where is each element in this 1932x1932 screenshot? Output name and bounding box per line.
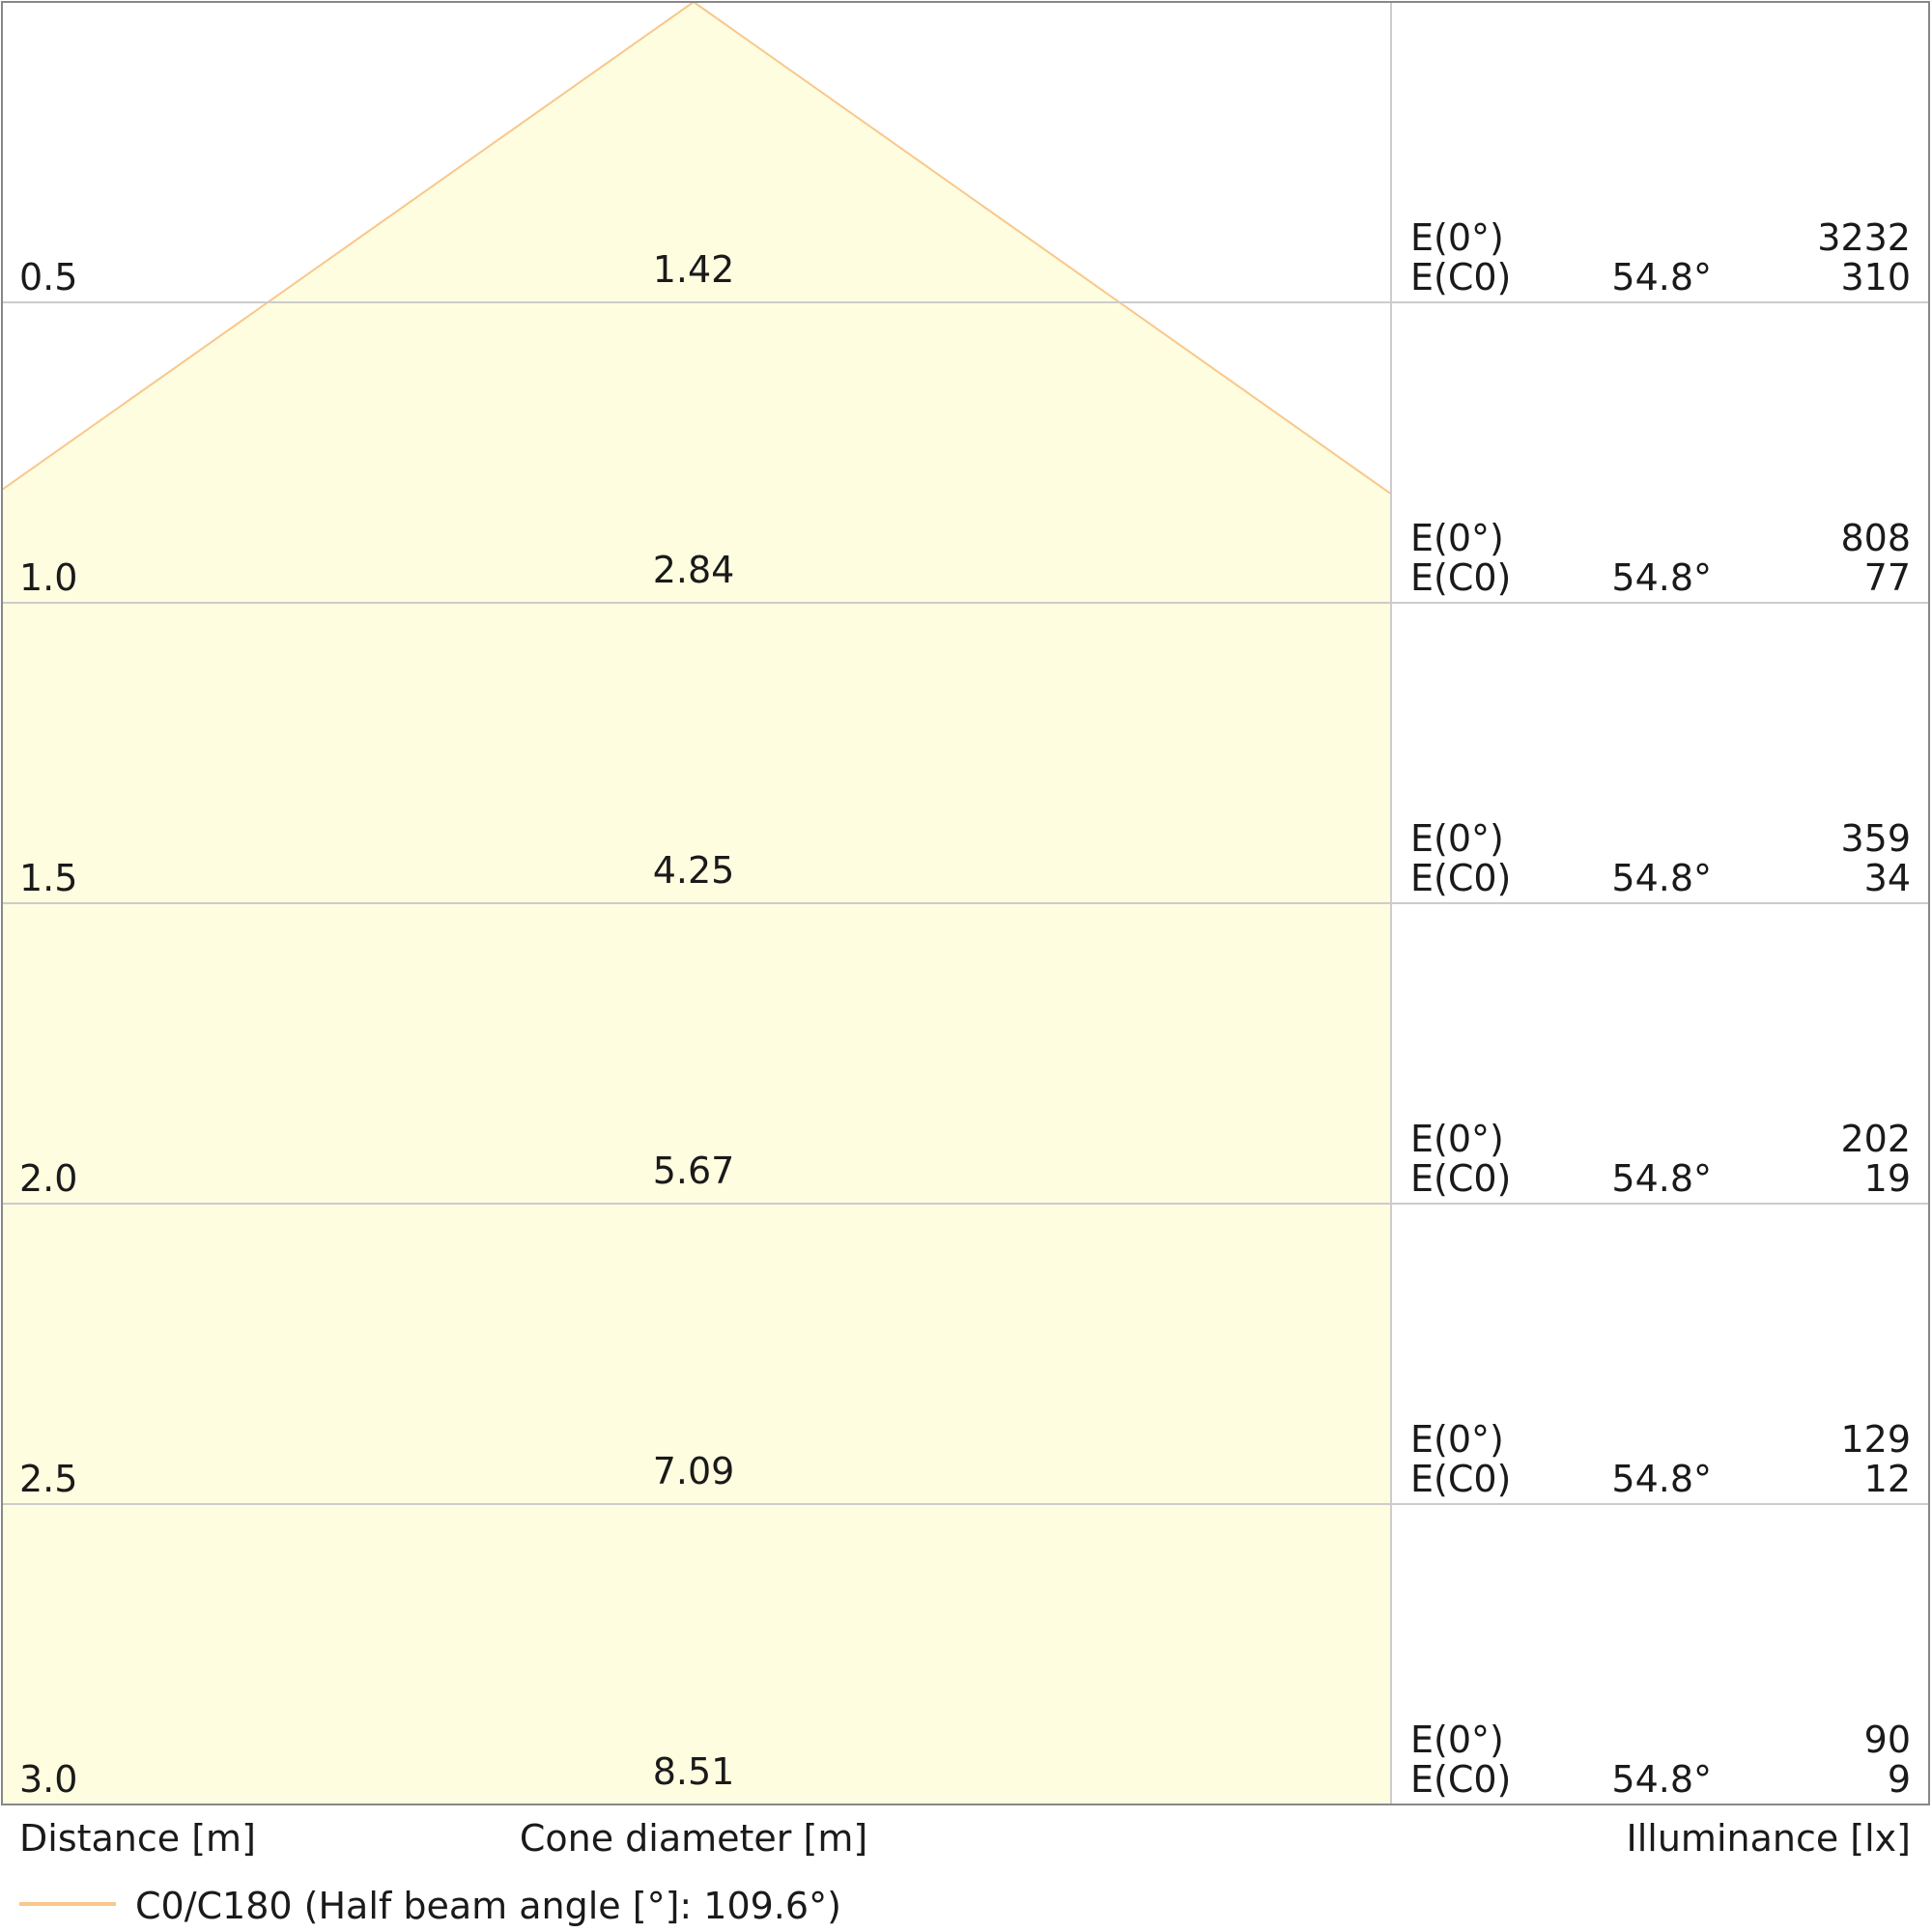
cone-diameter-label: 7.09 <box>653 1450 735 1492</box>
e0-label: E(0°) <box>1410 1418 1504 1461</box>
ec0-label: E(C0) <box>1410 256 1511 298</box>
cone-diameter-label: 2.84 <box>653 549 735 591</box>
ec0-value: 310 <box>1840 256 1911 298</box>
e0-value: 90 <box>1864 1719 1911 1761</box>
distance-label: 3.0 <box>19 1758 77 1801</box>
distance-label: 2.5 <box>19 1458 77 1500</box>
ec0-label: E(C0) <box>1410 1758 1511 1801</box>
e0-label: E(0°) <box>1410 1719 1504 1761</box>
ec0-value: 12 <box>1864 1458 1911 1500</box>
ec0-value: 77 <box>1864 556 1911 599</box>
distance-label: 2.0 <box>19 1157 77 1200</box>
cone-diameter-label: 8.51 <box>653 1750 735 1793</box>
distance-axis-label: Distance [m] <box>19 1817 256 1860</box>
e0-value: 3232 <box>1817 216 1911 259</box>
distance-label: 1.0 <box>19 556 77 599</box>
e0-label: E(0°) <box>1410 817 1504 860</box>
distance-label: 1.5 <box>19 857 77 899</box>
cone-diameter-label: 5.67 <box>653 1150 735 1192</box>
e0-label: E(0°) <box>1410 517 1504 559</box>
e0-value: 359 <box>1840 817 1911 860</box>
ec0-label: E(C0) <box>1410 556 1511 599</box>
half-angle-label: 54.8° <box>1611 556 1712 599</box>
diameter-axis-label: Cone diameter [m] <box>520 1817 867 1860</box>
e0-value: 202 <box>1840 1118 1911 1160</box>
ec0-value: 34 <box>1864 857 1911 899</box>
ec0-label: E(C0) <box>1410 857 1511 899</box>
ec0-label: E(C0) <box>1410 1458 1511 1500</box>
ec0-value: 9 <box>1888 1758 1911 1801</box>
half-angle-label: 54.8° <box>1611 256 1712 298</box>
e0-value: 808 <box>1840 517 1911 559</box>
distance-label: 0.5 <box>19 256 77 298</box>
legend-label: C0/C180 (Half beam angle [°]: 109.6°) <box>135 1885 841 1927</box>
cone-diameter-label: 1.42 <box>653 248 735 291</box>
ec0-value: 19 <box>1864 1157 1911 1200</box>
half-angle-label: 54.8° <box>1611 1157 1712 1200</box>
half-angle-label: 54.8° <box>1611 1458 1712 1500</box>
chart-border <box>1 1 1930 1805</box>
half-angle-label: 54.8° <box>1611 857 1712 899</box>
illuminance-axis-label: Illuminance [lx] <box>1627 1817 1911 1860</box>
e0-label: E(0°) <box>1410 216 1504 259</box>
e0-label: E(0°) <box>1410 1118 1504 1160</box>
ec0-label: E(C0) <box>1410 1157 1511 1200</box>
e0-value: 129 <box>1840 1418 1911 1461</box>
half-angle-label: 54.8° <box>1611 1758 1712 1801</box>
cone-diameter-label: 4.25 <box>653 849 735 892</box>
